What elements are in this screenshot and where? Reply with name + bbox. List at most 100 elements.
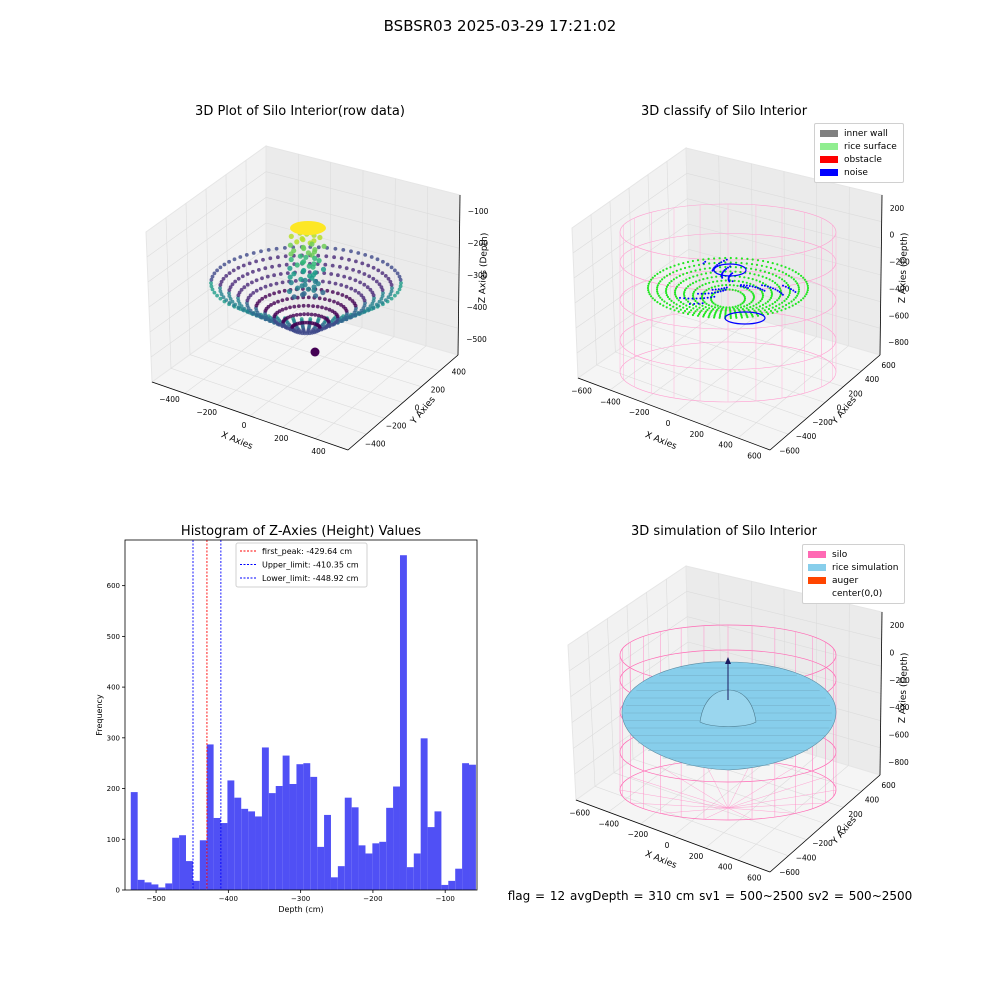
raw-point: [250, 280, 254, 285]
classify-rice-surface-point: [689, 283, 692, 286]
raw-point: [284, 262, 289, 267]
classify-rice-surface-point: [737, 290, 740, 293]
classify-rice-surface-point: [806, 289, 809, 292]
raw-point: [359, 293, 364, 298]
classify-noise-point: [713, 295, 716, 298]
raw-point: [302, 312, 306, 317]
raw-y-tick-label: 0: [415, 404, 420, 413]
raw-point: [210, 287, 215, 292]
classify-rice-surface-point: [693, 290, 696, 293]
classify-pane-floor: [576, 299, 882, 451]
classify-rice-surface-point: [784, 266, 787, 269]
classify-rice-surface-point: [696, 287, 699, 290]
raw-point: [319, 327, 324, 332]
histogram-x-tick-label: −400: [219, 895, 238, 903]
raw-point: [292, 323, 296, 328]
raw-point: [310, 272, 317, 278]
classify-wall-ring: [619, 203, 837, 261]
classify-rice-surface-point: [740, 261, 743, 265]
raw-point: [380, 288, 385, 292]
raw-point: [285, 297, 289, 301]
raw-point: [285, 326, 290, 331]
raw-point: [357, 312, 361, 317]
raw-point: [374, 302, 379, 307]
raw-point: [326, 322, 331, 327]
raw-point: [299, 317, 304, 321]
raw-point: [293, 270, 297, 275]
raw-point: [311, 249, 318, 255]
classify-noise-point: [679, 296, 681, 299]
classify-gridline: [705, 336, 817, 427]
raw-point: [335, 314, 340, 319]
raw-point: [367, 274, 372, 279]
raw-point: [327, 324, 332, 329]
raw-point: [313, 293, 319, 299]
raw-point: [325, 288, 330, 293]
classify-rice-surface-point: [703, 301, 706, 304]
raw-point: [311, 328, 315, 332]
classify-rice-surface-point: [763, 270, 767, 273]
raw-point: [290, 326, 294, 330]
simulation-z-tick-label: −600: [888, 731, 909, 740]
raw-point: [316, 258, 322, 264]
classify-rice-surface-point: [768, 278, 771, 281]
classify-noise-point: [722, 259, 725, 262]
raw-point: [224, 298, 229, 302]
raw-z-axis-line: [457, 194, 461, 356]
classify-rice-surface-point: [753, 273, 756, 276]
classify-rice-surface-point: [761, 296, 764, 299]
classify-rice-surface-point: [746, 287, 749, 290]
raw-point: [238, 307, 243, 311]
raw-point: [285, 325, 289, 329]
raw-point: [354, 312, 358, 317]
classify-rice-surface-point: [746, 304, 749, 307]
classify-gridline: [590, 214, 597, 366]
raw-gridline: [265, 197, 460, 249]
raw-point: [265, 274, 270, 279]
classify-rice-surface-point: [745, 314, 748, 317]
raw-point: [306, 303, 311, 308]
raw-point: [236, 276, 241, 281]
raw-point: [399, 281, 403, 285]
classify-rice-surface-point: [665, 294, 669, 297]
raw-point: [353, 313, 358, 318]
raw-point: [333, 315, 338, 320]
raw-point: [339, 319, 343, 323]
raw-point: [307, 240, 313, 246]
raw-point: [297, 230, 303, 236]
classify-rice-surface-point: [668, 281, 671, 285]
classify-noise-point: [691, 297, 694, 300]
raw-point: [221, 295, 226, 300]
classify-rice-surface-point: [688, 265, 691, 268]
classify-rice-surface-point: [775, 274, 778, 277]
classify-rice-surface-point: [803, 295, 807, 298]
simulation-legend-label: auger: [832, 575, 859, 586]
classify-rice-surface-point: [659, 271, 662, 274]
classify-rice-surface-point: [724, 309, 727, 312]
simulation-gridline: [632, 758, 826, 824]
raw-point: [389, 296, 394, 301]
raw-point: [332, 316, 336, 321]
raw-point: [301, 328, 306, 333]
classify-rice-surface-point: [685, 304, 688, 307]
classify-rice-surface-point: [755, 263, 759, 266]
raw-point: [301, 325, 305, 329]
classify-rice-surface-point: [775, 305, 778, 308]
simulation-gridline: [607, 618, 615, 773]
classify-rice-surface-point: [720, 309, 723, 312]
classify-noise-point: [778, 290, 781, 293]
classify-rice-surface-point: [739, 285, 743, 288]
raw-point: [231, 303, 236, 308]
raw-point: [254, 278, 259, 283]
simulation-rice-surface: [621, 661, 837, 771]
raw-point: [367, 307, 372, 312]
histogram-bars: [130, 555, 476, 890]
raw-y-axis-label: Y Axies: [409, 395, 438, 427]
raw-point: [257, 313, 262, 317]
raw-point: [276, 255, 280, 260]
classify-noise-point: [729, 265, 732, 268]
histogram-y-tick-label: 100: [107, 836, 120, 844]
classify-rice-surface-point: [692, 296, 695, 299]
classify-rice-surface-point: [710, 305, 713, 308]
raw-point: [278, 320, 283, 324]
